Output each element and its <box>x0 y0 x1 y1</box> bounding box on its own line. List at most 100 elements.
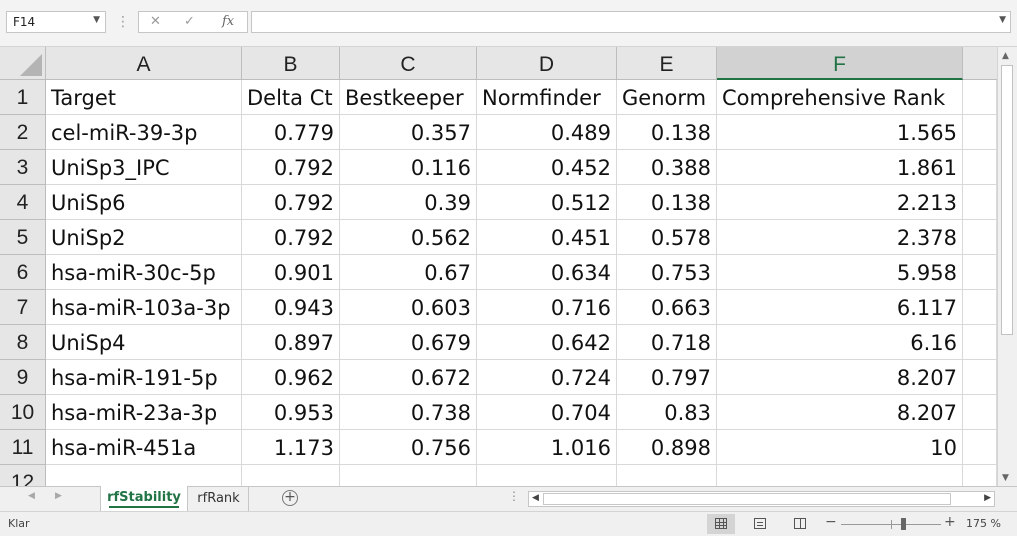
row-header-5[interactable]: 5 <box>0 220 46 255</box>
cell-g5[interactable] <box>963 220 997 255</box>
row-header-3[interactable]: 3 <box>0 150 46 185</box>
column-header-b[interactable]: B <box>242 47 340 80</box>
cell-d5[interactable]: 0.451 <box>477 220 617 255</box>
cell-a3[interactable]: UniSp3_IPC <box>46 150 242 185</box>
cell-a9[interactable]: hsa-miR-191-5p <box>46 360 242 395</box>
cell-g10[interactable] <box>963 395 997 430</box>
normal-view-button[interactable] <box>707 514 735 534</box>
cell-e11[interactable]: 0.898 <box>617 430 717 465</box>
cell-a11[interactable]: hsa-miR-451a <box>46 430 242 465</box>
row-header-8[interactable]: 8 <box>0 325 46 360</box>
cell-c4[interactable]: 0.39 <box>340 185 477 220</box>
column-header-a[interactable]: A <box>46 47 242 80</box>
sheet-tab-rfrank[interactable]: rfRank <box>189 487 249 511</box>
cell-g1[interactable] <box>963 80 997 115</box>
scroll-left-icon[interactable]: ◀ <box>532 493 539 503</box>
cell-f8[interactable]: 6.16 <box>717 325 963 360</box>
cell-a10[interactable]: hsa-miR-23a-3p <box>46 395 242 430</box>
cell-g8[interactable] <box>963 325 997 360</box>
cell-d10[interactable]: 0.704 <box>477 395 617 430</box>
worksheet-grid[interactable]: A B C D E F 1 Target Delta Ct Bestkeeper Normfinde… <box>0 47 997 486</box>
cell-f6[interactable]: 5.958 <box>717 255 963 290</box>
cell-b6[interactable]: 0.901 <box>242 255 340 290</box>
cell-d12[interactable] <box>477 465 617 486</box>
cell-d9[interactable]: 0.724 <box>477 360 617 395</box>
cell-a7[interactable]: hsa-miR-103a-3p <box>46 290 242 325</box>
formula-input[interactable]: ▼ <box>251 11 1011 33</box>
row-header-2[interactable]: 2 <box>0 115 46 150</box>
vertical-scroll-thumb[interactable] <box>1001 65 1013 335</box>
cell-a1[interactable]: Target <box>46 80 242 115</box>
cell-d8[interactable]: 0.642 <box>477 325 617 360</box>
page-break-preview-button[interactable] <box>786 514 814 534</box>
cell-e10[interactable]: 0.83 <box>617 395 717 430</box>
cell-b10[interactable]: 0.953 <box>242 395 340 430</box>
cell-e7[interactable]: 0.663 <box>617 290 717 325</box>
cell-e8[interactable]: 0.718 <box>617 325 717 360</box>
cell-g7[interactable] <box>963 290 997 325</box>
row-header-4[interactable]: 4 <box>0 185 46 220</box>
cell-a5[interactable]: UniSp2 <box>46 220 242 255</box>
row-header-9[interactable]: 9 <box>0 360 46 395</box>
select-all-button[interactable] <box>0 47 46 80</box>
cell-c7[interactable]: 0.603 <box>340 290 477 325</box>
scroll-up-icon[interactable]: ▲ <box>1002 51 1009 61</box>
cell-c12[interactable] <box>340 465 477 486</box>
zoom-level[interactable]: 175 % <box>966 517 1001 530</box>
row-header-7[interactable]: 7 <box>0 290 46 325</box>
cell-e1[interactable]: Genorm <box>617 80 717 115</box>
cell-c9[interactable]: 0.672 <box>340 360 477 395</box>
cell-c5[interactable]: 0.562 <box>340 220 477 255</box>
cell-c1[interactable]: Bestkeeper <box>340 80 477 115</box>
row-header-1[interactable]: 1 <box>0 80 46 115</box>
cell-f3[interactable]: 1.861 <box>717 150 963 185</box>
vertical-scrollbar[interactable]: ▲ ▼ <box>997 47 1017 486</box>
cell-d11[interactable]: 1.016 <box>477 430 617 465</box>
row-header-6[interactable]: 6 <box>0 255 46 290</box>
column-header-d[interactable]: D <box>477 47 617 80</box>
cell-e3[interactable]: 0.388 <box>617 150 717 185</box>
cell-f9[interactable]: 8.207 <box>717 360 963 395</box>
cell-f12[interactable] <box>717 465 963 486</box>
cell-e12[interactable] <box>617 465 717 486</box>
previous-sheet-icon[interactable]: ◀ <box>28 491 35 501</box>
cell-f2[interactable]: 1.565 <box>717 115 963 150</box>
scroll-right-icon[interactable]: ▶ <box>984 493 991 503</box>
cell-c8[interactable]: 0.679 <box>340 325 477 360</box>
cell-a6[interactable]: hsa-miR-30c-5p <box>46 255 242 290</box>
chevron-down-icon[interactable]: ▼ <box>93 15 100 25</box>
next-sheet-icon[interactable]: ▶ <box>55 491 62 501</box>
zoom-in-button[interactable]: + <box>944 514 956 530</box>
column-header-e[interactable]: E <box>617 47 717 80</box>
cell-g9[interactable] <box>963 360 997 395</box>
cell-g11[interactable] <box>963 430 997 465</box>
cell-e5[interactable]: 0.578 <box>617 220 717 255</box>
enter-icon[interactable]: ✓ <box>184 14 195 29</box>
cell-g3[interactable] <box>963 150 997 185</box>
cell-b8[interactable]: 0.897 <box>242 325 340 360</box>
horizontal-scrollbar[interactable]: ◀ ▶ <box>528 491 995 507</box>
cell-b11[interactable]: 1.173 <box>242 430 340 465</box>
cell-f7[interactable]: 6.117 <box>717 290 963 325</box>
insert-function-button[interactable]: fx <box>222 14 235 29</box>
cell-g12[interactable] <box>963 465 997 486</box>
cell-g6[interactable] <box>963 255 997 290</box>
column-header-c[interactable]: C <box>340 47 477 80</box>
row-header-12[interactable]: 12 <box>0 465 46 486</box>
row-header-10[interactable]: 10 <box>0 395 46 430</box>
cell-f4[interactable]: 2.213 <box>717 185 963 220</box>
formula-bar-divider-icon[interactable]: ⋮ <box>116 14 130 30</box>
cell-a8[interactable]: UniSp4 <box>46 325 242 360</box>
name-box[interactable]: F14 ▼ <box>6 11 106 33</box>
cell-c2[interactable]: 0.357 <box>340 115 477 150</box>
cell-c3[interactable]: 0.116 <box>340 150 477 185</box>
cell-d6[interactable]: 0.634 <box>477 255 617 290</box>
cell-g2[interactable] <box>963 115 997 150</box>
cell-e4[interactable]: 0.138 <box>617 185 717 220</box>
cell-d4[interactable]: 0.512 <box>477 185 617 220</box>
zoom-slider-thumb[interactable] <box>901 518 906 530</box>
cell-c11[interactable]: 0.756 <box>340 430 477 465</box>
sheet-tab-rfstability[interactable]: rfStability <box>100 486 188 511</box>
cell-e2[interactable]: 0.138 <box>617 115 717 150</box>
expand-formula-bar-icon[interactable]: ▼ <box>999 15 1006 25</box>
